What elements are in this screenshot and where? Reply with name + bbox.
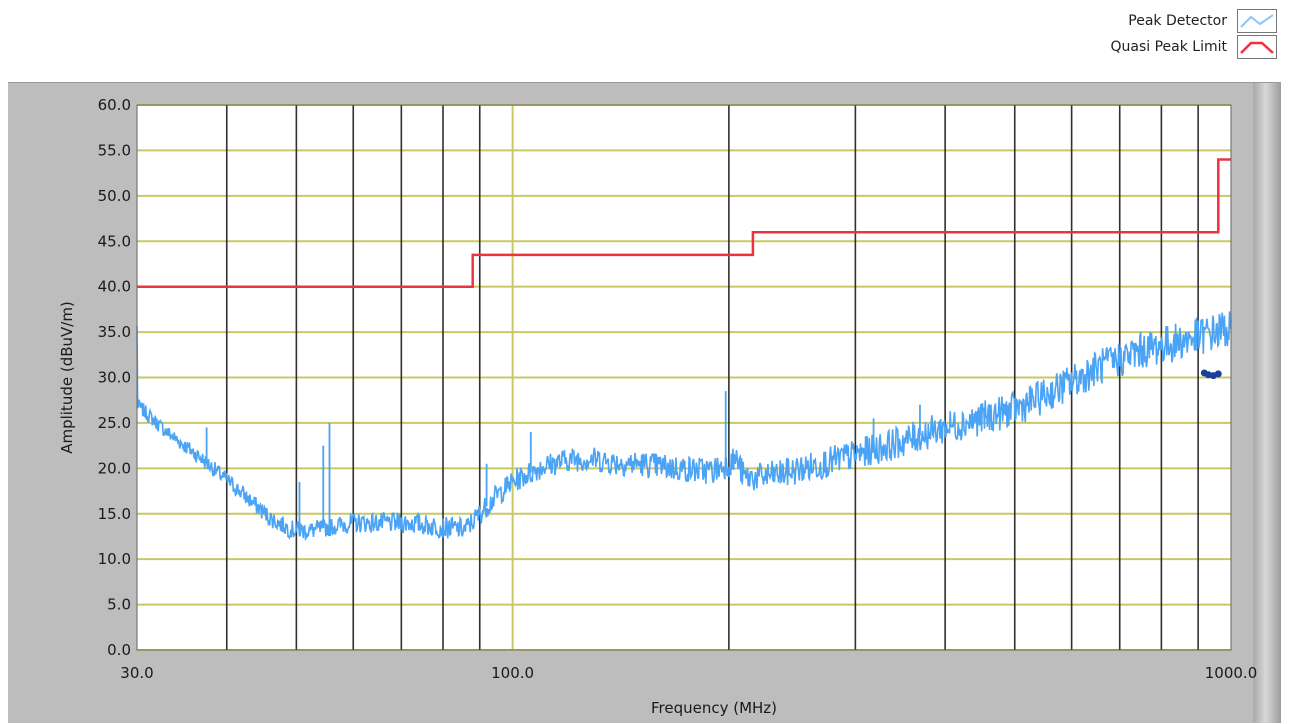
chart-svg: 0.0 5.0 10.0 15.0 20.0 25.0 30.0 35.0 40.0 45.0 50… bbox=[58, 96, 1258, 717]
light-blue-line-swatch-icon bbox=[1237, 9, 1277, 33]
y-tick-label: 60.0 bbox=[98, 96, 131, 114]
quasi-peak-point bbox=[1214, 370, 1222, 378]
y-tick-label: 55.0 bbox=[98, 141, 131, 159]
legend-label: Peak Detector bbox=[1128, 13, 1227, 29]
y-tick-label: 15.0 bbox=[98, 505, 131, 523]
y-tick-label: 45.0 bbox=[98, 232, 131, 250]
series-peak-detector bbox=[136, 311, 1232, 541]
chart-frame: 0.0 5.0 10.0 15.0 20.0 25.0 30.0 35.0 40.0 45.0 50… bbox=[8, 82, 1281, 723]
series-quasi-peak-limit bbox=[137, 158, 1231, 288]
x-tick-label: 1000.0 bbox=[1205, 664, 1258, 682]
red-line-swatch-icon bbox=[1237, 35, 1277, 59]
y-tick-label: 25.0 bbox=[98, 414, 131, 432]
x-tick-label: 100.0 bbox=[491, 664, 534, 682]
y-tick-label: 40.0 bbox=[98, 278, 131, 296]
y-axis-title: Amplitude (dBuV/m) bbox=[58, 301, 76, 454]
legend-label: Quasi Peak Limit bbox=[1110, 39, 1227, 55]
plot-border bbox=[136, 104, 1232, 651]
legend-item-peak-detector[interactable]: Peak Detector bbox=[1040, 8, 1285, 34]
y-tick-label: 0.0 bbox=[107, 641, 131, 659]
x-axis-title: Frequency (MHz) bbox=[651, 699, 777, 717]
y-tick-label: 50.0 bbox=[98, 187, 131, 205]
legend-item-quasi-peak-limit[interactable]: Quasi Peak Limit bbox=[1040, 34, 1285, 60]
legend: Peak Detector Quasi Peak Limit bbox=[1040, 8, 1285, 60]
y-tick-label: 10.0 bbox=[98, 550, 131, 568]
x-tick-label: 30.0 bbox=[120, 664, 153, 682]
y-tick-label: 20.0 bbox=[98, 459, 131, 477]
y-tick-label: 30.0 bbox=[98, 369, 131, 387]
frame-edge bbox=[1253, 83, 1281, 723]
y-tick-label: 35.0 bbox=[98, 323, 131, 341]
y-tick-label: 5.0 bbox=[107, 596, 131, 614]
